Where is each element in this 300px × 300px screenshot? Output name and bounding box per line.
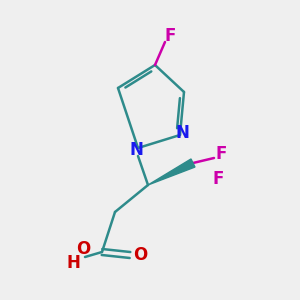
Text: F: F <box>164 27 176 45</box>
Text: N: N <box>129 141 143 159</box>
Text: H: H <box>66 254 80 272</box>
Text: N: N <box>175 124 189 142</box>
Text: O: O <box>76 240 90 258</box>
Text: F: F <box>212 170 224 188</box>
Polygon shape <box>148 159 195 185</box>
Text: F: F <box>215 145 227 163</box>
Text: O: O <box>133 246 147 264</box>
